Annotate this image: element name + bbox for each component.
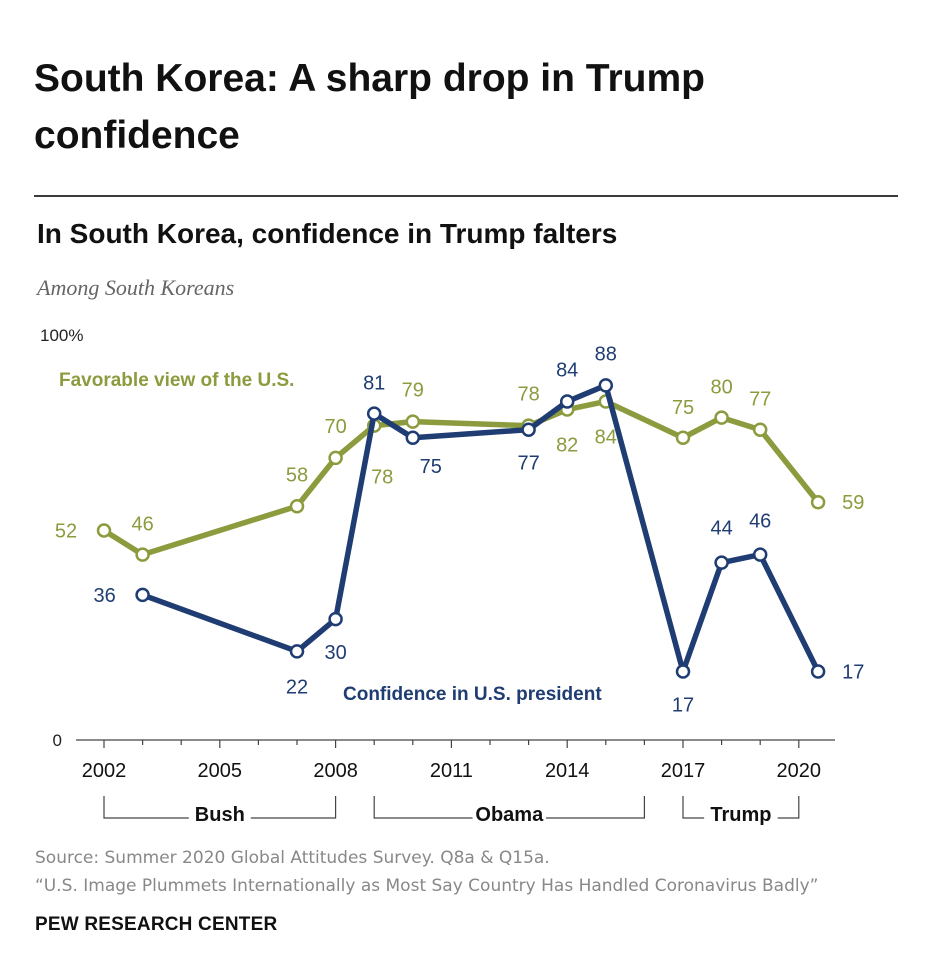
data-label-favorable: 46 [131, 514, 153, 536]
y-axis-zero-label: 0 [53, 731, 62, 750]
source-line: Source: Summer 2020 Global Attitudes Sur… [35, 848, 550, 868]
data-point-favorable [675, 430, 691, 445]
term-bracket-bush [103, 796, 337, 819]
president-label: Bush [195, 804, 245, 826]
data-label-confidence: 88 [595, 343, 617, 365]
data-label-favorable: 79 [402, 380, 424, 402]
data-point-confidence [714, 555, 729, 570]
report-citation: “U.S. Image Plummets Internationally as … [35, 876, 819, 896]
data-point-confidence [521, 422, 536, 437]
data-label-confidence: 36 [93, 585, 115, 607]
data-point-confidence [405, 430, 421, 445]
bracket-right [546, 796, 646, 819]
data-label-confidence: 84 [556, 359, 578, 381]
data-label-favorable: 78 [371, 467, 393, 489]
data-label-favorable: 75 [672, 397, 694, 419]
data-point-favorable [328, 450, 343, 466]
data-point-confidence [752, 547, 768, 562]
bracket-right [777, 796, 800, 819]
data-point-favorable [714, 410, 729, 425]
x-tick-label: 2008 [313, 760, 358, 782]
data-label-confidence: 22 [286, 676, 308, 698]
chart-title: In South Korea, confidence in Trump falt… [37, 218, 618, 249]
data-point-favorable [96, 523, 112, 538]
data-point-confidence [675, 664, 691, 679]
x-tick-label: 2017 [661, 760, 706, 782]
series-label-confidence: Confidence in U.S. president [343, 684, 602, 705]
x-tick-label: 2011 [430, 760, 473, 782]
president-label: Obama [475, 804, 544, 826]
x-tick-label: 2005 [198, 760, 243, 782]
data-label-favorable: 84 [595, 426, 617, 448]
bracket-left [682, 796, 705, 819]
x-tick-label: 2002 [82, 760, 127, 782]
data-point-confidence [289, 644, 305, 659]
data-point-favorable [135, 547, 150, 562]
data-point-confidence [135, 587, 150, 603]
data-label-confidence: 77 [517, 453, 539, 475]
headline: South Korea: A sharp drop in Trump confi… [34, 57, 705, 157]
divider [34, 195, 898, 197]
data-label-favorable: 80 [710, 377, 732, 399]
x-tick-label: 2014 [545, 760, 590, 782]
data-label-favorable: 82 [556, 435, 578, 457]
data-point-confidence [559, 394, 575, 409]
data-label-favorable: 58 [286, 464, 308, 486]
data-point-confidence [366, 406, 382, 421]
data-point-confidence [810, 664, 826, 679]
data-label-favorable: 78 [517, 384, 539, 406]
data-label-confidence: 75 [420, 456, 442, 478]
data-label-confidence: 46 [749, 511, 771, 533]
term-bracket-obama [373, 796, 646, 819]
bracket-left [373, 796, 473, 819]
data-label-favorable: 52 [55, 520, 77, 542]
chart-subtitle: Among South Koreans [37, 275, 235, 300]
data-label-confidence: 17 [672, 694, 694, 716]
data-point-confidence [598, 378, 614, 393]
data-label-favorable: 70 [324, 416, 346, 438]
data-point-favorable [405, 414, 421, 429]
data-label-favorable: 59 [842, 492, 864, 514]
data-label-confidence: 81 [363, 373, 385, 395]
term-bracket-trump [682, 796, 800, 819]
data-label-confidence: 30 [324, 642, 346, 664]
data-label-confidence: 17 [842, 661, 864, 683]
data-label-favorable: 77 [749, 389, 771, 411]
x-tick-label: 2020 [777, 760, 822, 782]
bracket-left [103, 796, 189, 819]
data-label-confidence: 44 [710, 518, 732, 540]
data-point-confidence [328, 611, 343, 627]
data-point-favorable [752, 422, 768, 437]
series-label-favorable: Favorable view of the U.S. [59, 370, 294, 391]
y-axis-top-label: 100% [40, 326, 83, 345]
president-label: Trump [710, 804, 771, 826]
brand-name: PEW RESEARCH CENTER [35, 914, 278, 935]
data-point-favorable [289, 499, 305, 514]
data-point-favorable [810, 494, 826, 510]
bracket-right [250, 796, 337, 819]
